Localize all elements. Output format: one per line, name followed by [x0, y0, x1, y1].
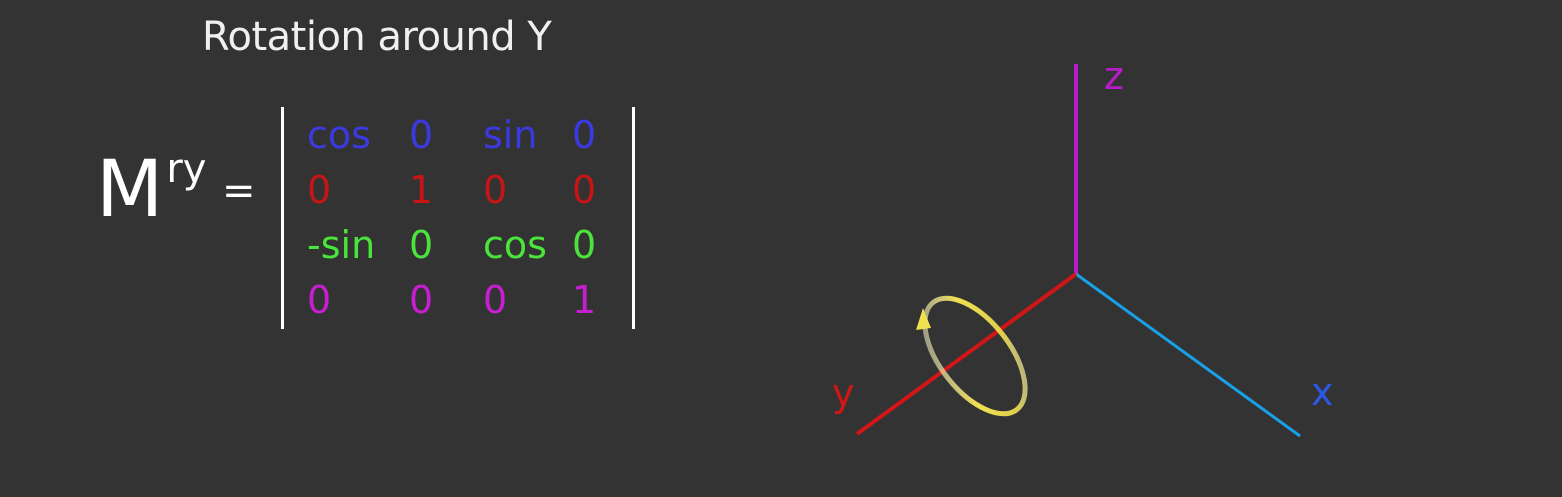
y-axis-label: y — [832, 371, 855, 415]
matrix-cell: 1 — [572, 278, 597, 322]
slide-title: Rotation around Y — [202, 14, 552, 60]
matrix-cell: sin — [483, 113, 538, 157]
matrix-cell: 0 — [483, 168, 508, 212]
matrix-left-bracket — [281, 107, 284, 329]
matrix-cell: 0 — [409, 113, 434, 157]
matrix-cell: cos — [307, 113, 371, 157]
x-axis-line — [1075, 272, 1301, 438]
rotation-arrow-icon — [916, 308, 931, 330]
x-axis-label: x — [1311, 370, 1334, 414]
matrix-cell: 0 — [572, 113, 597, 157]
matrix-cell: cos — [483, 223, 547, 267]
matrix-cell: 0 — [307, 278, 332, 322]
matrix-cell: 0 — [307, 168, 332, 212]
matrix-cell: 0 — [572, 168, 597, 212]
matrix-symbol: M — [96, 145, 164, 235]
y-axis-line — [855, 272, 1078, 436]
matrix-name: Mry = — [96, 145, 256, 235]
matrix-cell: 0 — [409, 223, 434, 267]
matrix-superscript: ry — [166, 146, 207, 192]
matrix-cell: -sin — [307, 223, 376, 267]
matrix-cell: 0 — [572, 223, 597, 267]
equals-sign: = — [222, 168, 256, 214]
z-axis-label: z — [1104, 54, 1124, 98]
matrix-cell: 0 — [483, 278, 508, 322]
matrix-cell: 1 — [409, 168, 434, 212]
matrix-right-bracket — [632, 107, 635, 329]
matrix-cell: 0 — [409, 278, 434, 322]
rotation-ring — [922, 295, 1028, 417]
